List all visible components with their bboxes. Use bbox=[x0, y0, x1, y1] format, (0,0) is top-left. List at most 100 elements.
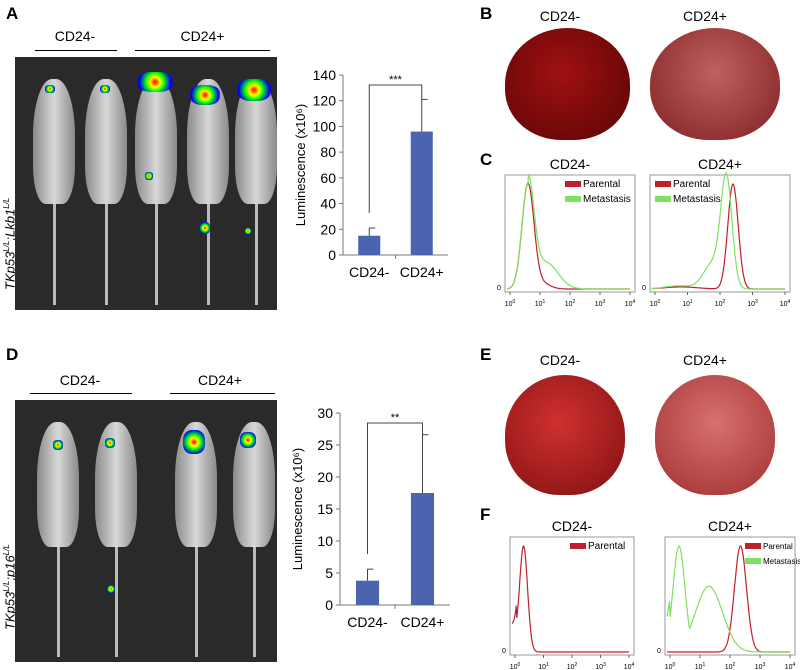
mouse-tail bbox=[115, 547, 118, 657]
y-tick-label: 100 bbox=[313, 118, 337, 134]
bioluminescence-image-d bbox=[15, 400, 277, 662]
bar bbox=[358, 235, 381, 255]
legend-label: Metastasis bbox=[673, 194, 721, 205]
panel-label-b: B bbox=[480, 4, 493, 23]
x-tick-label: 104 bbox=[625, 299, 636, 308]
y-tick-label: 25 bbox=[317, 437, 333, 453]
x-tick-label: 101 bbox=[695, 662, 706, 670]
panel-label-c: C bbox=[480, 150, 493, 169]
legend-swatch bbox=[655, 181, 671, 187]
x-tick-label: 104 bbox=[624, 662, 635, 670]
luminescence-signal bbox=[100, 85, 110, 93]
legend-swatch bbox=[745, 543, 761, 549]
histogram-frame bbox=[649, 174, 791, 293]
luminescence-signal bbox=[237, 79, 271, 101]
y-axis-label: Luminescence (x10⁶) bbox=[290, 448, 305, 570]
legend-swatch bbox=[655, 196, 671, 202]
y-tick-label: 40 bbox=[320, 196, 336, 212]
lung-label-cd24-neg: CD24- bbox=[539, 8, 581, 24]
y-tick-label: 0 bbox=[325, 597, 333, 613]
lung-image-cd24-neg bbox=[505, 375, 625, 495]
y-tick-label: 0 bbox=[328, 247, 336, 263]
y-axis-label: Luminescence (x10⁶) bbox=[293, 104, 308, 226]
mouse-tail bbox=[253, 547, 256, 657]
legend-label: Parental bbox=[588, 541, 625, 552]
category-label: CD24- bbox=[349, 264, 390, 280]
lung-image-cd24-neg bbox=[505, 28, 630, 140]
luminescence-signal bbox=[200, 222, 210, 234]
x-tick-label: 104 bbox=[780, 299, 791, 308]
x-tick-label: 103 bbox=[595, 662, 606, 670]
luminescence-signal bbox=[190, 85, 220, 105]
panel-label-a: A bbox=[6, 4, 19, 23]
significance-bracket bbox=[367, 422, 423, 555]
mouse-tail bbox=[105, 204, 108, 305]
y-tick-label: 0 bbox=[502, 648, 506, 655]
significance-marker: ** bbox=[391, 412, 400, 424]
bar-chart-a: 0 20 40 60 80 100 120 140 Luminescence (x10⁶) CD2… bbox=[293, 67, 448, 280]
mouse bbox=[33, 79, 75, 204]
y-tick-label: 0 bbox=[497, 285, 501, 292]
x-tick-label: 103 bbox=[595, 299, 606, 308]
flow-histograms-f: CD24- 0 100 101 102 103 104 Parental CD24+ 0 100 10… bbox=[502, 518, 800, 670]
mouse-tail bbox=[155, 204, 158, 305]
histogram-frame bbox=[504, 174, 636, 293]
luminescence-signal bbox=[45, 85, 55, 93]
legend-label: Metastasis bbox=[583, 194, 631, 205]
y-tick-label: 140 bbox=[313, 67, 337, 83]
legend-label: Metastasis bbox=[763, 557, 800, 566]
histogram-title: CD24+ bbox=[708, 518, 752, 534]
y-tick-label: 15 bbox=[317, 501, 333, 517]
category-label: CD24+ bbox=[400, 264, 444, 280]
y-tick-label: 120 bbox=[313, 93, 337, 109]
bar bbox=[410, 493, 435, 605]
y-tick-label: 60 bbox=[320, 170, 336, 186]
y-tick-label: 0 bbox=[642, 285, 646, 292]
luminescence-signal bbox=[107, 585, 115, 593]
lung-image-cd24-pos bbox=[650, 28, 780, 140]
group-label-cd24-pos: CD24+ bbox=[180, 28, 225, 44]
bar-chart-d: 0 5 10 15 20 25 30 Luminescence (x10⁶) CD24- CD24… bbox=[290, 405, 450, 630]
legend-label: Parental bbox=[673, 179, 710, 190]
histogram-frame bbox=[664, 536, 796, 656]
mouse bbox=[95, 422, 137, 547]
mouse-tail bbox=[57, 547, 60, 657]
category-label: CD24+ bbox=[401, 614, 445, 630]
x-tick-label: 104 bbox=[785, 662, 796, 670]
legend-label: Parental bbox=[763, 542, 793, 551]
lung-label-cd24-pos: CD24+ bbox=[683, 8, 727, 24]
luminescence-signal bbox=[137, 72, 173, 92]
group-line bbox=[170, 393, 275, 394]
x-tick-label: 102 bbox=[565, 299, 576, 308]
bar bbox=[410, 131, 433, 255]
legend-swatch bbox=[570, 543, 586, 549]
y-tick-label: 5 bbox=[325, 565, 333, 581]
metastasis-curve bbox=[506, 173, 630, 290]
x-tick-label: 101 bbox=[538, 662, 549, 670]
metastasis-curve bbox=[666, 545, 790, 653]
mouse-tail bbox=[207, 204, 210, 305]
mouse-tail bbox=[195, 547, 198, 657]
luminescence-signal bbox=[145, 172, 153, 180]
group-line bbox=[30, 393, 132, 394]
parental-curve bbox=[511, 545, 629, 653]
x-tick-label: 103 bbox=[747, 299, 758, 308]
group-label-cd24-neg: CD24- bbox=[59, 372, 101, 388]
x-tick-label: 100 bbox=[510, 662, 521, 670]
mouse bbox=[135, 79, 177, 204]
histogram-title: CD24- bbox=[550, 156, 591, 172]
x-tick-label: 100 bbox=[650, 299, 661, 308]
panel-label-f: F bbox=[480, 505, 491, 524]
x-tick-label: 102 bbox=[567, 662, 578, 670]
x-tick-label: 101 bbox=[682, 299, 693, 308]
luminescence-signal bbox=[53, 440, 63, 450]
bioluminescence-image-a bbox=[15, 57, 277, 310]
y-tick-label: 20 bbox=[320, 221, 336, 237]
x-tick-label: 100 bbox=[665, 662, 676, 670]
mouse bbox=[85, 79, 127, 204]
flow-histograms-c: CD24- 0 100 101 102 103 104 Parental Metastasis C… bbox=[497, 156, 791, 308]
y-tick-label: 80 bbox=[320, 144, 336, 160]
group-line bbox=[35, 50, 117, 51]
luminescence-signal bbox=[183, 430, 205, 454]
histogram-title: CD24- bbox=[552, 518, 593, 534]
